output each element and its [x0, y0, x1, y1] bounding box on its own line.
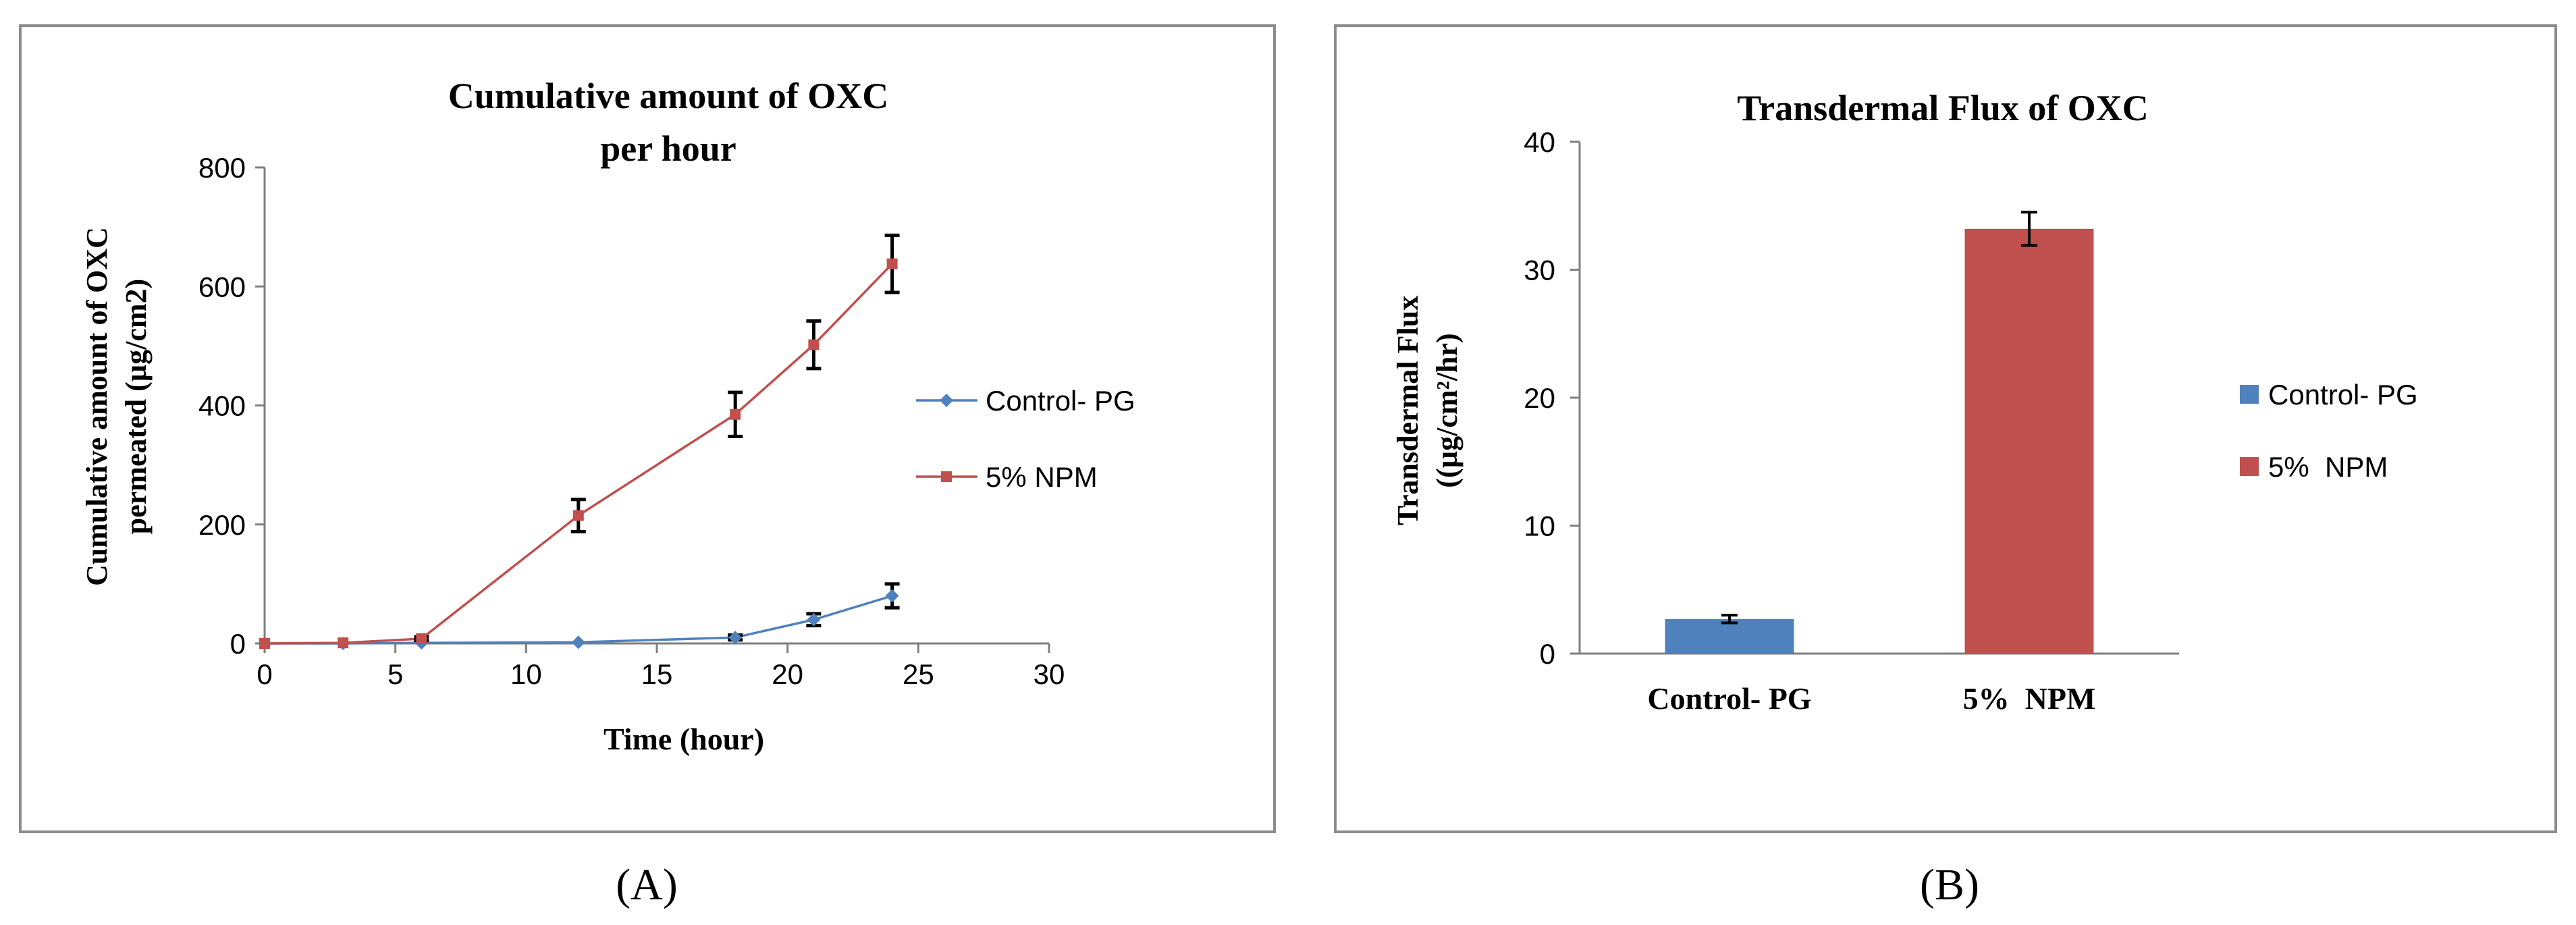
y-tick-label: 400	[198, 390, 246, 422]
data-point	[572, 510, 584, 521]
chart-a-xlabel: Time (hour)	[603, 722, 764, 756]
data-point	[338, 637, 349, 649]
y-tick-label: 20	[1524, 382, 1555, 414]
data-point	[728, 631, 743, 645]
data-point	[808, 339, 820, 350]
chart-a-ylabel-line2: permeated (µg/cm2)	[119, 279, 153, 534]
y-tick-label: 30	[1524, 255, 1555, 286]
y-tick-label: 200	[198, 509, 246, 541]
legend-marker-0	[940, 394, 953, 407]
x-category-label-0: Control- PG	[1647, 681, 1811, 716]
data-point	[886, 258, 898, 269]
x-tick-label: 25	[903, 658, 934, 690]
chart-a-title-line1: Cumulative amount of OXC	[448, 76, 889, 116]
y-tick-label: 600	[198, 271, 246, 302]
bar-0	[1665, 618, 1794, 654]
chart-a-ylabel-line1: Cumulative amount of OXC	[80, 227, 113, 586]
x-tick-label: 0	[257, 658, 272, 690]
chart-a-title-line2: per hour	[600, 128, 736, 169]
chart-a-frame	[19, 24, 1276, 833]
chart-b-title: Transdermal Flux of OXC	[1737, 88, 2148, 128]
x-tick-label: 5	[387, 658, 403, 690]
chart-b-ylabel-line2: ((µg/cm²/hr)	[1430, 333, 1464, 487]
data-point	[571, 635, 585, 650]
x-category-label-1: 5% NPM	[1963, 681, 2096, 716]
chart-a: Cumulative amount of OXC per hour 020040…	[19, 24, 1276, 833]
panel-b-label: (B)	[1920, 860, 1979, 909]
legend-label-1: 5% NPM	[986, 461, 1098, 493]
bar-1	[1964, 228, 2094, 654]
y-tick-label: 0	[1540, 638, 1555, 670]
y-tick-label: 0	[230, 628, 246, 660]
y-tick-label: 10	[1524, 510, 1555, 542]
y-tick-label: 40	[1524, 126, 1555, 158]
legend-swatch-0	[2240, 385, 2259, 404]
chart-b: Transdermal Flux of OXC 0 10 20 30 40 Contro…	[1334, 24, 2557, 833]
legend-label-0: Control- PG	[986, 385, 1135, 417]
legend-label-1: 5% NPM	[2268, 451, 2388, 483]
panel-a-label: (A)	[616, 860, 678, 909]
chart-b-ylabel-line1: Transdermal Flux	[1391, 296, 1424, 525]
legend-label-0: Control- PG	[2268, 379, 2418, 411]
data-point	[807, 612, 821, 627]
legend-marker-1	[941, 471, 952, 482]
y-tick-label: 800	[198, 152, 246, 184]
x-tick-label: 10	[510, 658, 542, 690]
x-tick-label: 20	[772, 658, 803, 690]
x-tick-label: 15	[641, 658, 673, 690]
data-point	[416, 633, 427, 644]
legend-swatch-1	[2240, 457, 2259, 476]
chart-b-frame	[1334, 24, 2557, 833]
data-point	[259, 638, 270, 649]
data-point	[730, 408, 741, 420]
data-point	[885, 589, 899, 603]
x-tick-label: 30	[1034, 658, 1065, 690]
